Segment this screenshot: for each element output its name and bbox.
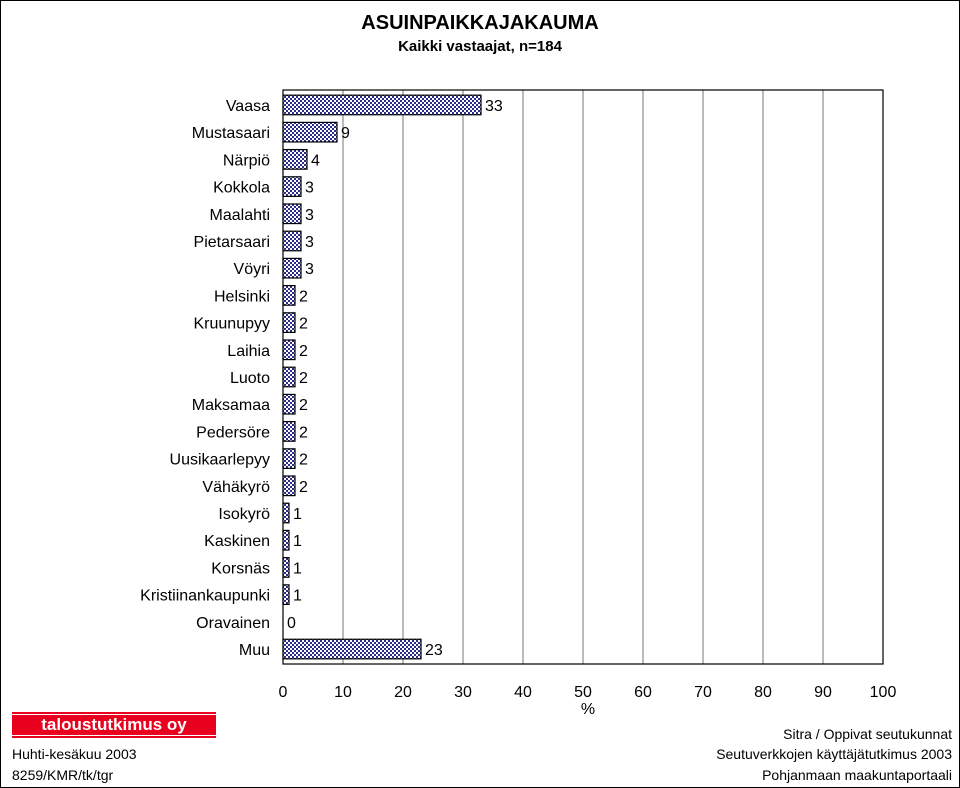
x-tick-label: 90 — [814, 684, 832, 701]
x-tick-label: 40 — [514, 684, 532, 701]
bar — [282, 366, 296, 388]
chart-subtitle: Kaikki vastaajat, n=184 — [398, 38, 562, 55]
bar — [282, 230, 302, 252]
value-label: 2 — [299, 424, 308, 441]
value-label: 3 — [305, 234, 314, 251]
category-label: Luoto — [230, 370, 270, 387]
value-label: 23 — [425, 642, 443, 659]
company-logo: taloustutkimus oy — [12, 712, 216, 738]
x-tick-label: 0 — [279, 684, 288, 701]
value-label: 2 — [299, 288, 308, 305]
bar — [282, 203, 302, 225]
category-label: Kaskinen — [204, 533, 270, 550]
value-label: 1 — [293, 506, 302, 523]
category-label: Vähäkyrö — [202, 479, 270, 496]
bar — [282, 284, 296, 306]
bar — [282, 393, 296, 415]
category-label: Isokyrö — [218, 506, 270, 523]
value-label: 1 — [293, 588, 302, 605]
value-label: 2 — [299, 452, 308, 469]
value-label: 3 — [305, 207, 314, 224]
bar — [282, 475, 296, 497]
value-label: 3 — [305, 261, 314, 278]
footer-date: Huhti-kesäkuu 2003 — [12, 746, 137, 762]
category-label: Mustasaari — [192, 125, 270, 142]
bar — [282, 448, 296, 470]
category-label: Pedersöre — [196, 424, 270, 441]
value-label: 2 — [299, 370, 308, 387]
value-label: 0 — [287, 615, 296, 632]
bar — [282, 339, 296, 361]
category-label: Pietarsaari — [194, 234, 270, 251]
value-label: 3 — [305, 180, 314, 197]
bar — [282, 638, 422, 660]
value-label: 2 — [299, 343, 308, 360]
category-label: Maalahti — [210, 207, 270, 224]
bar — [282, 502, 290, 524]
x-axis-title: % — [581, 701, 595, 718]
category-label: Maksamaa — [192, 397, 270, 414]
category-label: Kokkola — [213, 180, 270, 197]
category-label: Kruunupyy — [194, 316, 271, 333]
category-label: Korsnäs — [211, 560, 270, 577]
category-label: Närpiö — [223, 152, 270, 169]
value-label: 4 — [311, 152, 320, 169]
x-tick-label: 60 — [634, 684, 652, 701]
category-label: Uusikaarlepyy — [170, 452, 270, 469]
bar — [282, 257, 302, 279]
category-label: Vöyri — [234, 261, 270, 278]
x-tick-label: 80 — [754, 684, 772, 701]
bar — [282, 421, 296, 442]
x-tick-label: 20 — [394, 684, 412, 701]
x-tick-label: 50 — [574, 684, 592, 701]
value-label: 33 — [485, 98, 503, 115]
bar — [282, 121, 338, 143]
category-label: Muu — [239, 642, 270, 659]
bar — [282, 584, 290, 606]
footer-source-1: Sitra / Oppivat seutukunnat — [783, 726, 952, 742]
bar — [282, 148, 308, 170]
footer-source-3: Pohjanmaan maakuntaportaali — [762, 767, 952, 783]
value-label: 2 — [299, 479, 308, 496]
value-label: 2 — [299, 316, 308, 333]
bar — [282, 176, 302, 197]
value-label: 9 — [341, 125, 350, 142]
bar — [282, 529, 290, 551]
footer-code: 8259/KMR/tk/tgr — [12, 767, 114, 783]
bar — [282, 312, 296, 333]
category-label: Oravainen — [196, 615, 270, 632]
x-tick-label: 30 — [454, 684, 472, 701]
chart-title: ASUINPAIKKAJAKAUMA — [361, 12, 599, 34]
footer-source-2: Seutuverkkojen käyttäjätutkimus 2003 — [716, 746, 952, 762]
x-tick-label: 70 — [694, 684, 712, 701]
value-label: 2 — [299, 397, 308, 414]
category-label: Kristiinankaupunki — [140, 588, 270, 605]
value-label: 1 — [293, 560, 302, 577]
value-label: 1 — [293, 533, 302, 550]
category-label: Helsinki — [214, 288, 270, 305]
category-label: Laihia — [227, 343, 270, 360]
category-label: Vaasa — [226, 98, 270, 115]
x-tick-label: 100 — [870, 684, 897, 701]
bar — [282, 557, 290, 578]
x-tick-label: 10 — [334, 684, 352, 701]
bar — [282, 94, 482, 116]
